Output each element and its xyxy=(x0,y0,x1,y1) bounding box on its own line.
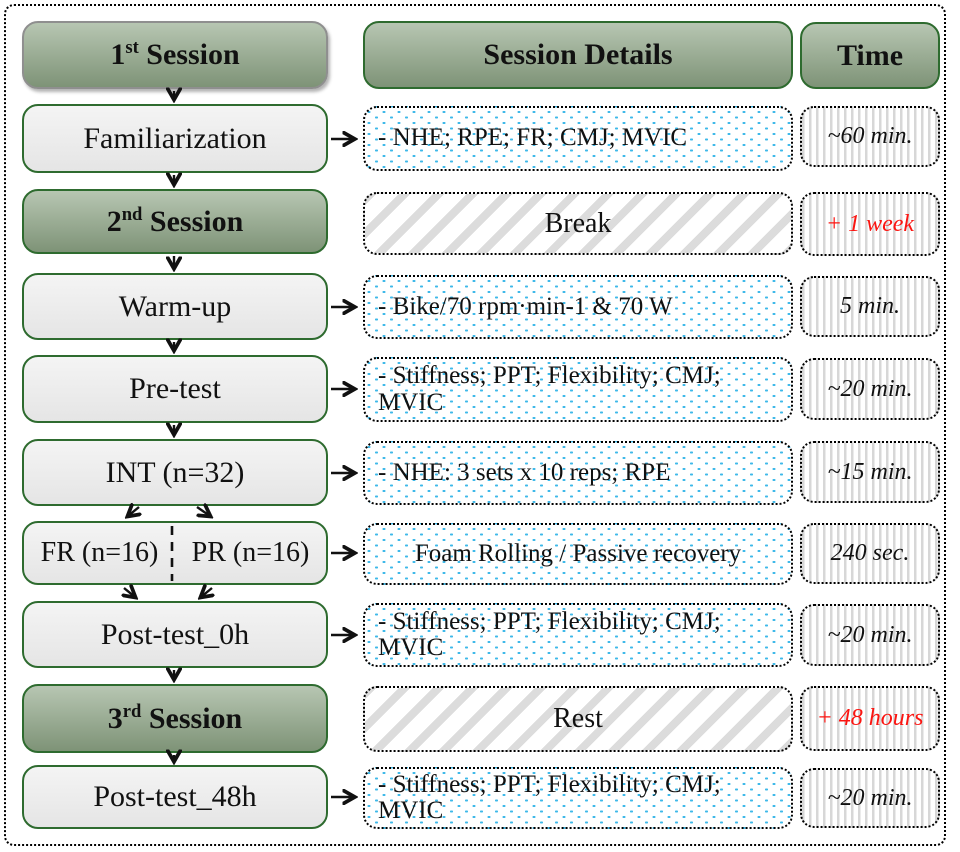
header-third-session-label: 3rd Session xyxy=(107,700,243,735)
step-pretest-box: Pre-test xyxy=(22,355,328,423)
detail-posttest0h-text: - Stiffness; PPT; Flexibility; CMJ; MVIC xyxy=(378,607,721,661)
detail-break-text: Break xyxy=(544,207,612,239)
time-warmup-text: 5 min. xyxy=(840,293,900,319)
step-pr-half: PR (n=16) xyxy=(175,537,326,569)
time-warmup-box: 5 min. xyxy=(800,276,940,337)
detail-familiarization-text: - NHE; RPE; FR; CMJ; MVIC xyxy=(378,124,688,152)
detail-pretest-text: - Stiffness; PPT; Flexibility; CMJ; MVIC xyxy=(378,362,721,416)
time-posttest0h-box: ~20 min. xyxy=(800,604,940,666)
detail-int-box: - NHE: 3 sets x 10 reps; RPE xyxy=(363,441,793,505)
ordinal-suffix: st xyxy=(125,37,139,58)
step-pr-label: PR (n=16) xyxy=(191,537,310,568)
header-time: Time xyxy=(800,22,940,89)
header-second-session: 2nd Session xyxy=(22,189,328,254)
step-familiarization-label: Familiarization xyxy=(83,121,267,155)
time-posttest48h-text: ~20 min. xyxy=(827,784,913,811)
detail-familiarization-box: - NHE; RPE; FR; CMJ; MVIC xyxy=(363,106,793,171)
detail-break-box: Break xyxy=(363,192,793,255)
time-recovery-text: 240 sec. xyxy=(830,540,910,566)
header-first-session: 1st Session xyxy=(22,21,328,89)
header-time-label: Time xyxy=(836,38,904,72)
step-pretest-label: Pre-test xyxy=(129,372,221,405)
header-first-session-label: 1st Session xyxy=(110,37,240,71)
time-posttest0h-text: ~20 min. xyxy=(827,621,913,648)
time-familiarization-text: ~60 min. xyxy=(827,123,913,149)
step-fr-label: FR (n=16) xyxy=(40,537,159,568)
session-word: Session xyxy=(142,204,244,238)
session-word: Session xyxy=(138,38,240,71)
detail-pretest-box: - Stiffness; PPT; Flexibility; CMJ; MVIC xyxy=(363,357,793,422)
ordinal-number: 1 xyxy=(110,38,126,71)
detail-warmup-text: - Bike/70 rpm·min-1 & 70 W xyxy=(378,292,673,320)
step-warmup-box: Warm-up xyxy=(22,273,328,340)
figure-outer-border xyxy=(4,4,946,846)
detail-rest-text: Rest xyxy=(553,703,603,734)
step-fr-pr-box: FR (n=16) PR (n=16) xyxy=(22,521,328,585)
ordinal-number: 2 xyxy=(106,204,122,238)
detail-posttest0h-box: - Stiffness; PPT; Flexibility; CMJ; MVIC xyxy=(363,603,793,667)
time-recovery-box: 240 sec. xyxy=(800,523,940,584)
time-posttest48h-box: ~20 min. xyxy=(800,768,940,828)
step-fr-half: FR (n=16) xyxy=(24,537,175,569)
time-int-text: ~15 min. xyxy=(827,458,913,485)
time-rest-box: + 48 hours xyxy=(800,686,940,751)
detail-rest-box: Rest xyxy=(363,686,793,752)
time-familiarization-box: ~60 min. xyxy=(800,106,940,167)
step-familiarization-box: Familiarization xyxy=(22,104,328,173)
header-second-session-label: 2nd Session xyxy=(106,203,244,238)
step-posttest0h-box: Post-test_0h xyxy=(22,601,328,668)
header-session-details: Session Details xyxy=(363,21,793,89)
step-int-label: INT (n=32) xyxy=(105,455,245,489)
time-break-box: + 1 week xyxy=(800,192,940,256)
detail-recovery-text: Foam Rolling / Passive recovery xyxy=(414,539,742,567)
time-pretest-text: ~20 min. xyxy=(827,375,913,402)
header-session-details-label: Session Details xyxy=(483,38,673,71)
ordinal-number: 3 xyxy=(107,701,123,735)
step-posttest0h-label: Post-test_0h xyxy=(100,617,250,651)
ordinal-suffix: nd xyxy=(121,203,143,225)
step-posttest48h-label: Post-test_48h xyxy=(93,780,257,813)
detail-posttest48h-text: - Stiffness; PPT; Flexibility; CMJ; MVIC xyxy=(378,770,721,824)
detail-posttest48h-box: - Stiffness; PPT; Flexibility; CMJ; MVIC xyxy=(363,767,793,829)
time-break-text: + 1 week xyxy=(825,210,915,237)
detail-recovery-box: Foam Rolling / Passive recovery xyxy=(363,523,793,585)
step-int-box: INT (n=32) xyxy=(22,439,328,506)
ordinal-suffix: rd xyxy=(122,700,142,722)
time-rest-text: + 48 hours xyxy=(816,705,924,731)
session-word: Session xyxy=(141,701,243,735)
header-third-session: 3rd Session xyxy=(22,684,328,753)
step-warmup-label: Warm-up xyxy=(118,289,232,323)
detail-warmup-box: - Bike/70 rpm·min-1 & 70 W xyxy=(363,275,793,339)
time-int-box: ~15 min. xyxy=(800,441,940,503)
time-pretest-box: ~20 min. xyxy=(800,358,940,420)
detail-int-text: - NHE: 3 sets x 10 reps; RPE xyxy=(378,458,671,486)
step-posttest48h-box: Post-test_48h xyxy=(22,765,328,829)
